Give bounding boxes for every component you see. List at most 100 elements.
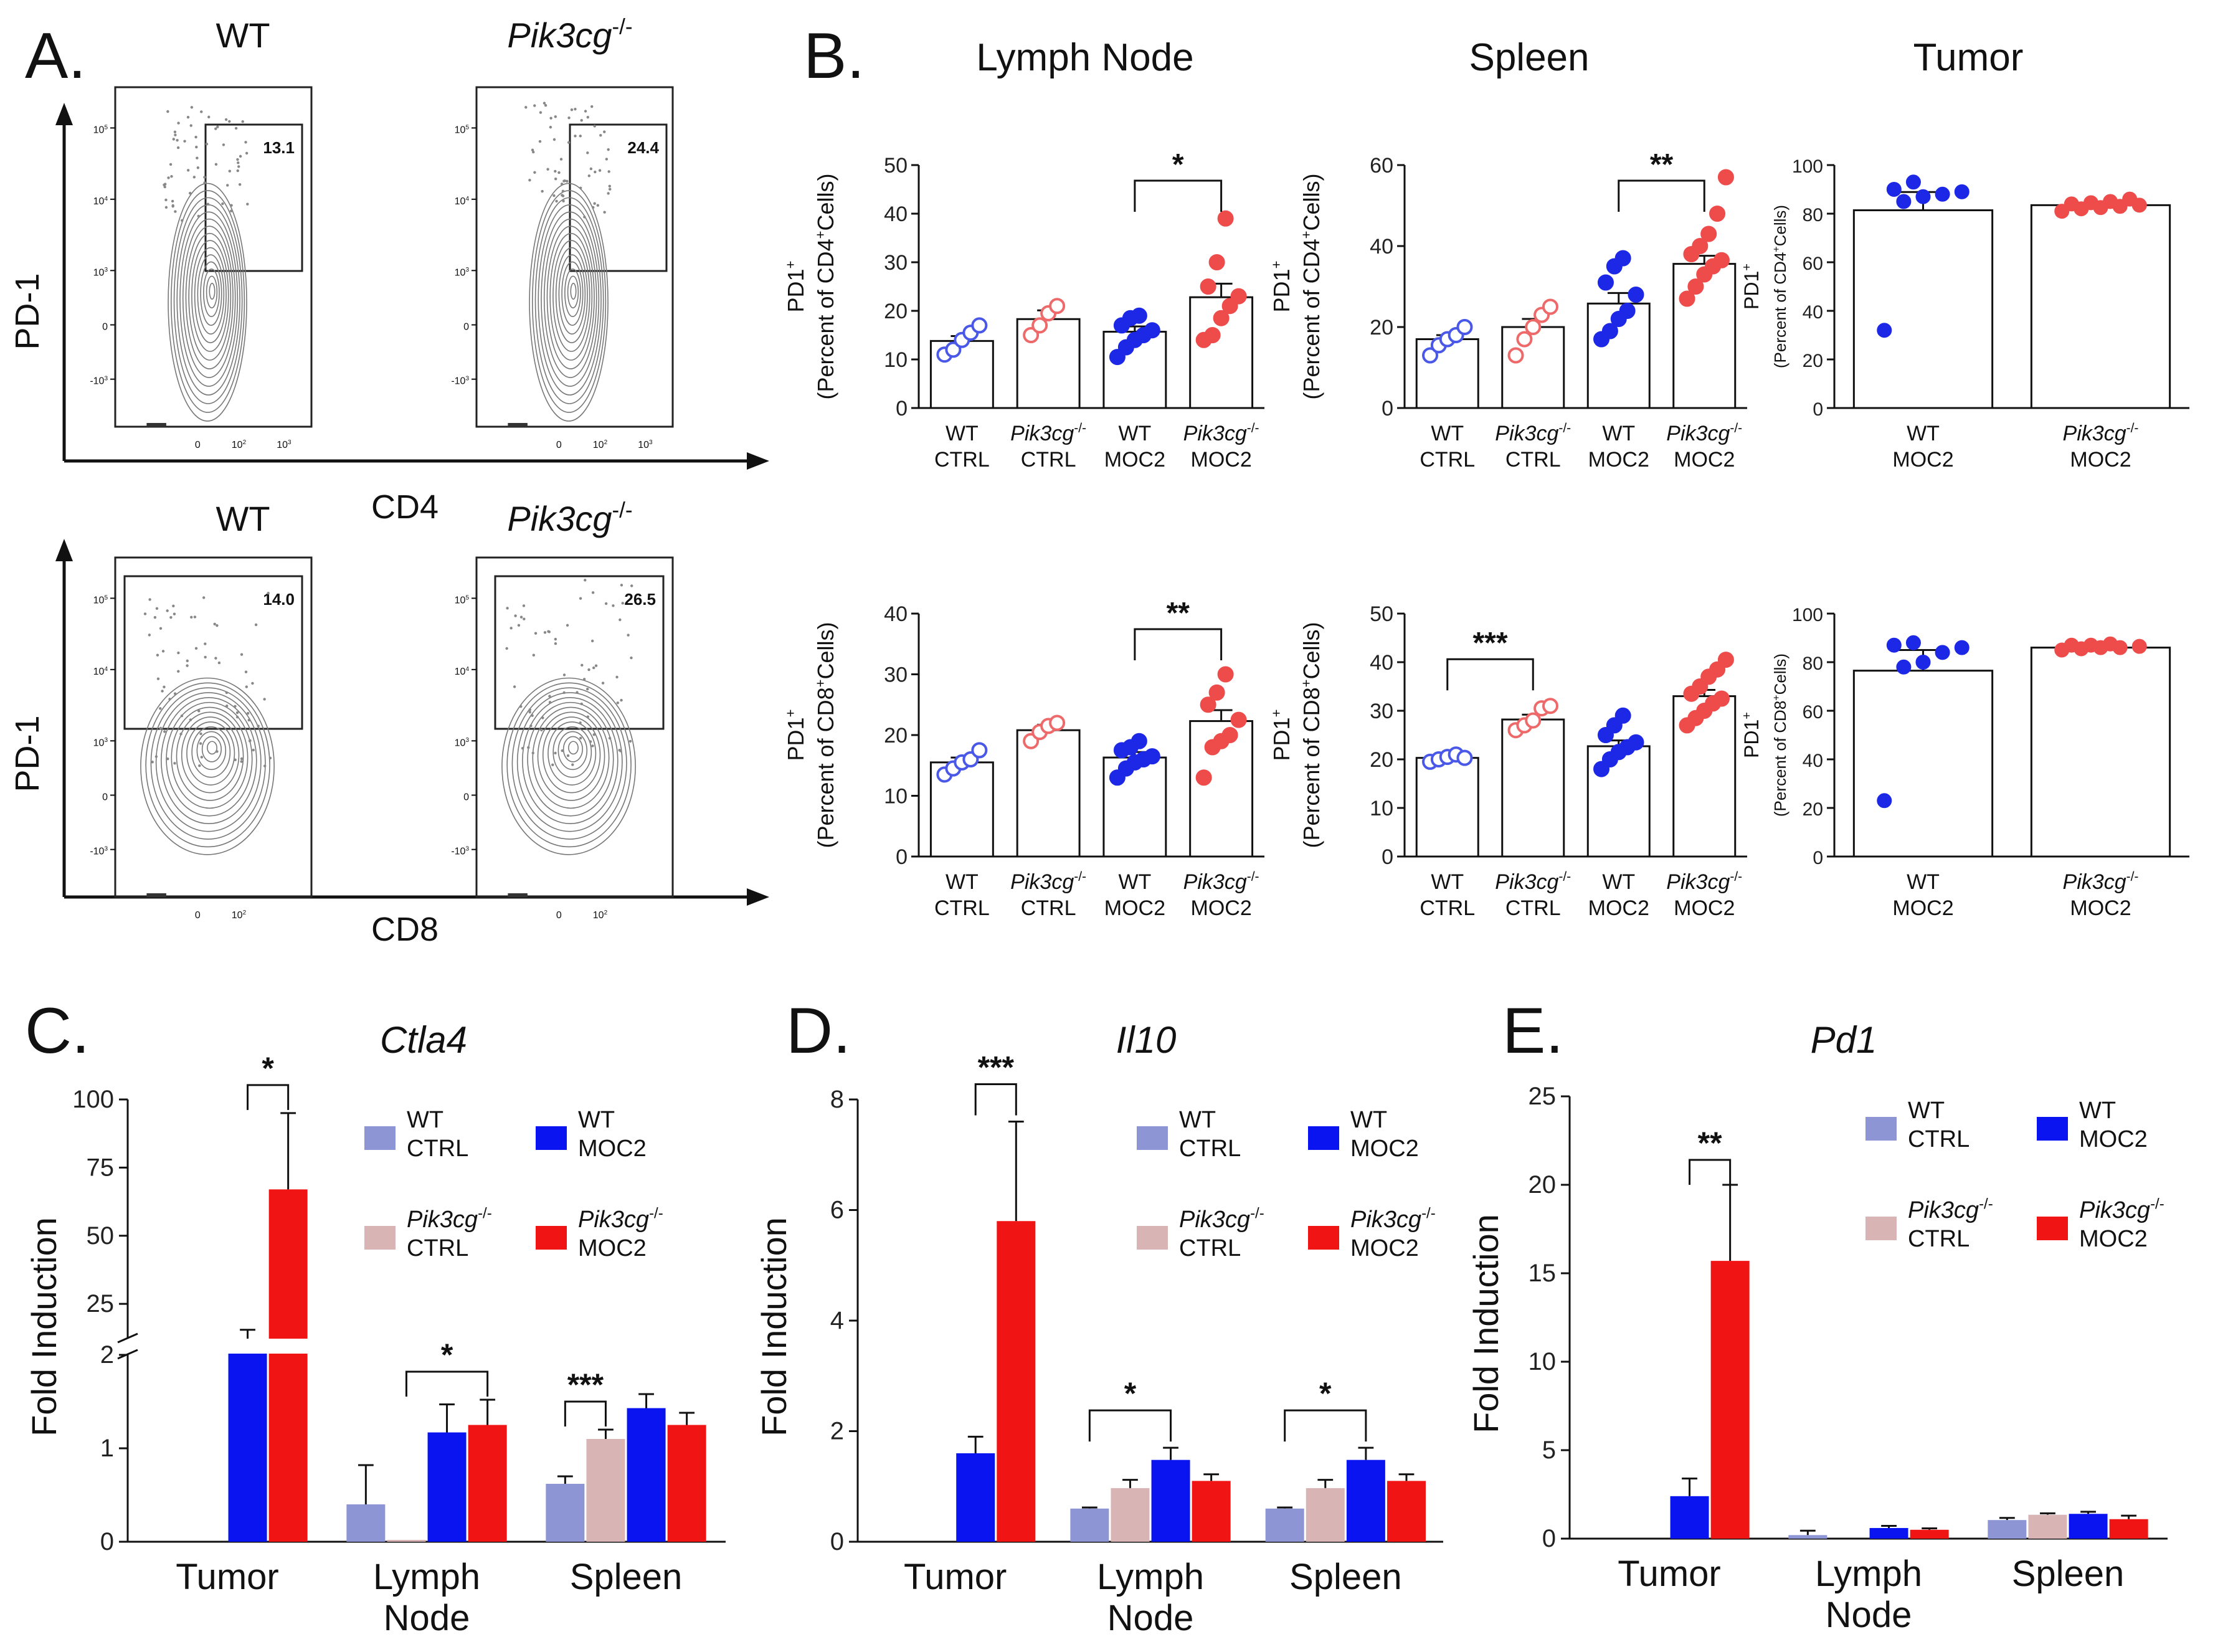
y-tick-label: 50 [1370,602,1393,626]
data-point [2064,637,2079,653]
contour-ring [532,706,610,809]
legend-item: Pik3cg-/- CTRL [1865,1196,1993,1252]
label-part: 5 [104,124,108,131]
significance-bracket: ** [1134,597,1223,660]
tissue-label-tumor: Tumor [1618,1554,1720,1594]
event-dot [582,678,586,681]
y-axis-label-pd1: PD1+ [1268,710,1294,761]
significance-stars: * [441,1337,453,1372]
event-dot [554,637,557,641]
group-label-genotype: WT [1602,870,1635,894]
event-dot [586,151,589,154]
flow-y-tick: 103 [93,737,108,748]
event-dot [239,154,242,158]
legend-swatch [1308,1126,1339,1150]
flow-y-tick: 103 [455,737,470,748]
event-dot [163,730,166,733]
contour-ring [197,254,225,335]
mean-bar [1852,209,1994,409]
y-tick-label: 0 [1813,399,1823,420]
event-dot [176,138,179,142]
event-dot [601,681,605,685]
event-dot [189,718,192,721]
legend-genotype: Pik3cg-/- [578,1205,663,1233]
event-dot [199,732,202,736]
flow-y-tick: 0 [463,792,469,803]
legend-swatch [1865,1217,1897,1240]
mean-bar [1501,326,1565,409]
label-part: 10 [93,196,105,207]
event-dot [541,189,544,193]
legend-genotype: WT [1179,1107,1216,1133]
event-dot [143,612,147,615]
label-part: 10 [232,440,243,450]
event-dot [609,188,612,191]
group-label-condition: CTRL [1021,448,1076,472]
event-dot [204,655,207,659]
y-axis-label: Fold Induction [754,1217,794,1436]
y-tick-label: 40 [1370,235,1393,259]
contour-ring [567,275,579,309]
event-dot [204,642,207,645]
event-dot [216,125,219,128]
contour-ring [561,261,584,326]
event-dot [579,597,582,600]
y-tick-label: 60 [1803,702,1823,723]
event-dot [196,156,199,159]
label-part: Pik3cg [1183,422,1247,445]
significance-bracket: * [405,1337,489,1397]
contour-ring [534,197,604,404]
y-tick-label: 0 [100,1528,114,1555]
event-dot [153,615,157,619]
y-tick-label: 0 [1813,848,1823,868]
contour-ring [506,682,632,848]
label-part: 2 [243,439,247,446]
tissue-label-tumor: Tumor [904,1557,1007,1597]
y-tick-label: 1 [100,1435,114,1462]
group-label-genotype: WT [1118,870,1151,894]
label-part: 4 [465,666,469,673]
event-dot [562,199,565,203]
label-part: -/- [612,498,633,523]
data-point [971,317,988,334]
group-label-genotype: Pik3cg-/- [1666,870,1742,894]
event-dot [156,653,159,657]
label-part: 2 [243,909,247,916]
label-part: -10 [90,376,104,387]
flow-y-tick: 104 [455,196,470,207]
bar [1788,1535,1827,1539]
group-label-condition: CTRL [1505,896,1561,920]
group-label-genotype: WT [1118,422,1151,445]
y-tick-label: 20 [884,300,908,323]
data-point [1877,323,1892,338]
group-label-condition: MOC2 [1191,448,1252,472]
b-title-tumor: Tumor [1913,36,2024,79]
event-dot [193,615,197,619]
group-label-condition: MOC2 [2070,896,2131,920]
event-dot [567,141,571,144]
label-part: -/- [1250,1205,1264,1222]
data-point [2054,204,2070,219]
event-dot [169,615,173,619]
label-part: 3 [104,846,108,853]
tissue-label-spleen: Spleen [1289,1557,1402,1597]
label-part: (Percent of CD8 [1771,701,1790,817]
x-arrow-head [747,452,769,470]
data-point [1713,252,1730,268]
data-point [1614,250,1631,267]
data-point [1905,174,1921,190]
contour-ring [511,687,627,840]
data-point [1456,319,1473,335]
label-part: -/- [2150,1196,2164,1213]
label-part: 0 [463,322,469,333]
event-dot [190,106,194,109]
event-dot [586,715,590,718]
event-dot [554,642,557,645]
event-dot [594,664,598,667]
event-dot [186,169,190,172]
data-point [1915,189,1931,204]
contour-ring [191,726,231,778]
